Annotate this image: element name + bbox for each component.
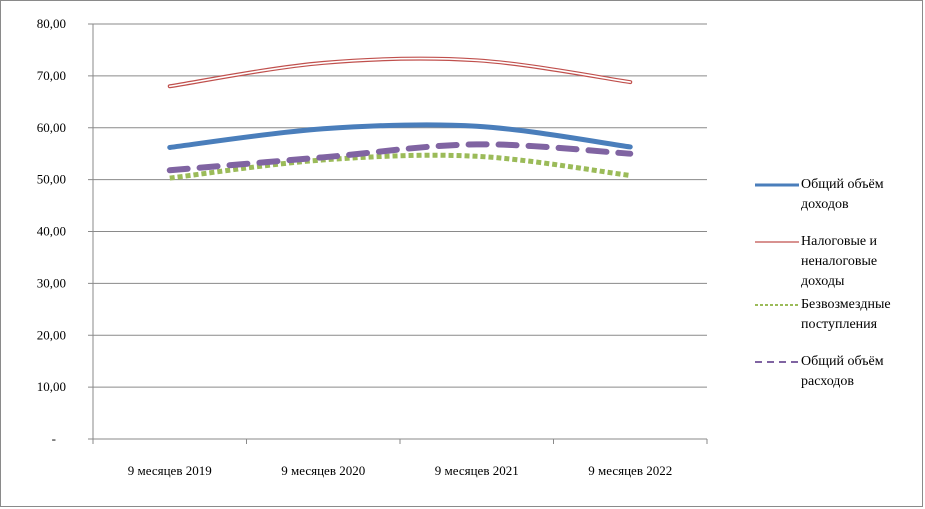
- legend-item-total-income: Общий объём доходов: [755, 175, 919, 215]
- series-line-grants: [169, 152, 631, 181]
- y-tick-label: 40,00: [37, 224, 66, 239]
- y-tick-label: 20,00: [37, 327, 66, 342]
- y-tick-label: -: [52, 431, 56, 446]
- legend-item-grants: Безвозмездные поступления: [755, 295, 919, 335]
- x-tick-label: 9 месяцев 2021: [435, 463, 519, 478]
- x-tick-label: 9 месяцев 2019: [128, 463, 212, 478]
- legend-label-total-income: Общий объём доходов: [801, 177, 884, 212]
- x-tick-label: 9 месяцев 2022: [588, 463, 672, 478]
- legend-swatch-tax-income: [755, 237, 801, 247]
- legend-item-tax-income: Налоговые и неналоговые доходы: [755, 232, 919, 292]
- x-tick-label: 9 месяцев 2020: [281, 463, 365, 478]
- legend-label-tax-income: Налоговые и неналоговые доходы: [801, 234, 878, 289]
- series-line-total-expenses: [166, 141, 634, 174]
- legend-swatch-total-income: [755, 180, 801, 190]
- y-tick-label: 50,00: [37, 172, 66, 187]
- legend-swatch-grants: [755, 300, 801, 310]
- y-tick-label: 30,00: [37, 275, 66, 290]
- y-tick-label: 10,00: [37, 379, 66, 394]
- legend-item-total-expenses: Общий объём расходов: [755, 352, 919, 392]
- y-tick-label: 60,00: [37, 120, 66, 135]
- legend-label-grants: Безвозмездные поступления: [801, 297, 891, 332]
- y-tick-label: 80,00: [37, 16, 66, 31]
- series-line-total-income: [167, 122, 633, 150]
- series-line-tax-income-inner: [168, 57, 632, 88]
- series-line-tax-income: [167, 56, 633, 89]
- legend-label-total-expenses: Общий объём расходов: [801, 354, 884, 389]
- legend-swatch-total-expenses: [755, 357, 801, 367]
- y-tick-label: 70,00: [37, 68, 66, 83]
